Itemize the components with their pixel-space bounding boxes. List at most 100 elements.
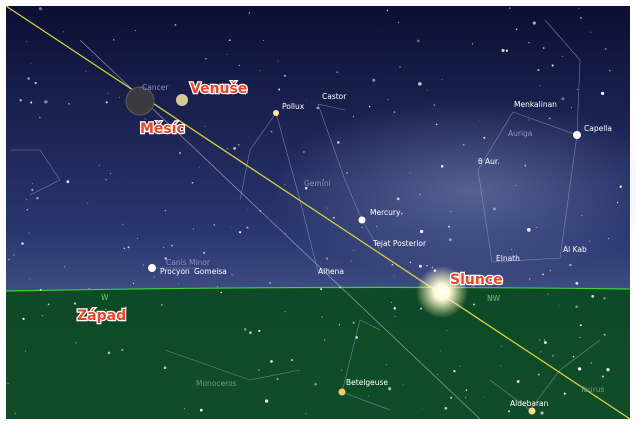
star — [493, 208, 496, 211]
star — [326, 257, 328, 259]
star — [353, 250, 354, 251]
star — [437, 374, 438, 375]
star — [119, 97, 120, 98]
star — [249, 331, 252, 334]
star — [441, 165, 444, 168]
star — [559, 306, 560, 307]
star — [154, 277, 155, 278]
star — [450, 211, 451, 212]
star — [511, 249, 512, 250]
star — [284, 311, 285, 312]
star — [135, 30, 136, 31]
star — [608, 238, 609, 239]
star — [569, 264, 571, 266]
star — [346, 172, 348, 174]
star — [291, 359, 293, 361]
star-label: Al Kab — [563, 245, 587, 254]
star — [540, 85, 541, 86]
star-label: Menkalinan — [514, 100, 557, 109]
star — [515, 185, 516, 186]
star — [10, 10, 11, 11]
star — [184, 408, 185, 409]
star-label: Elnath — [496, 254, 520, 263]
star — [434, 104, 435, 105]
star — [401, 213, 403, 215]
star — [217, 286, 218, 287]
star — [527, 228, 531, 232]
star — [422, 408, 423, 409]
planet-label: Měsíc — [140, 121, 185, 137]
star — [536, 227, 537, 228]
star — [27, 209, 28, 210]
star — [284, 184, 285, 185]
star — [606, 368, 609, 371]
star — [265, 399, 268, 402]
star — [372, 79, 375, 82]
star — [40, 289, 42, 291]
star — [205, 58, 206, 59]
star — [427, 90, 428, 91]
star — [603, 297, 605, 299]
star — [278, 61, 279, 62]
star — [473, 304, 475, 306]
star — [333, 217, 335, 219]
star — [524, 165, 526, 167]
star — [327, 208, 328, 209]
star — [549, 118, 551, 120]
star — [445, 407, 448, 410]
star — [501, 346, 502, 347]
planet-label: Venuše — [190, 81, 247, 97]
star — [460, 366, 461, 367]
star-label: Pollux — [282, 102, 305, 111]
star — [133, 283, 134, 284]
star — [203, 252, 205, 254]
star — [99, 165, 100, 166]
star — [562, 98, 565, 101]
star — [179, 152, 181, 154]
star — [108, 93, 109, 94]
star — [341, 370, 342, 371]
star — [85, 71, 86, 72]
star — [590, 362, 592, 364]
direction-label: NW — [487, 294, 501, 303]
star — [74, 302, 76, 304]
star — [285, 233, 286, 234]
star — [579, 8, 580, 9]
star — [200, 409, 203, 412]
star — [89, 288, 90, 289]
star — [506, 50, 508, 52]
star — [20, 99, 22, 101]
star-label: Tejat Posterior — [372, 239, 427, 248]
star — [465, 397, 466, 398]
star — [399, 66, 401, 68]
star — [27, 77, 30, 80]
star — [271, 131, 273, 133]
star — [246, 227, 248, 229]
star — [580, 17, 582, 19]
star — [188, 413, 189, 414]
star — [231, 227, 232, 228]
star — [376, 226, 378, 228]
star — [137, 238, 138, 239]
star — [68, 103, 69, 104]
star — [67, 180, 70, 183]
star — [450, 397, 452, 399]
star — [214, 224, 215, 225]
star — [113, 39, 114, 40]
star — [42, 315, 44, 317]
star — [419, 194, 420, 195]
star — [227, 54, 228, 55]
constellation-label: Canis Minor — [166, 258, 211, 267]
star — [339, 324, 340, 325]
star — [31, 189, 33, 191]
star — [64, 266, 65, 267]
direction-label: W — [101, 293, 109, 302]
star — [110, 173, 111, 174]
capella — [573, 131, 581, 139]
star — [8, 259, 9, 260]
star — [314, 383, 317, 386]
star — [448, 226, 450, 228]
star — [25, 351, 26, 352]
star — [87, 203, 88, 204]
star — [543, 47, 545, 49]
